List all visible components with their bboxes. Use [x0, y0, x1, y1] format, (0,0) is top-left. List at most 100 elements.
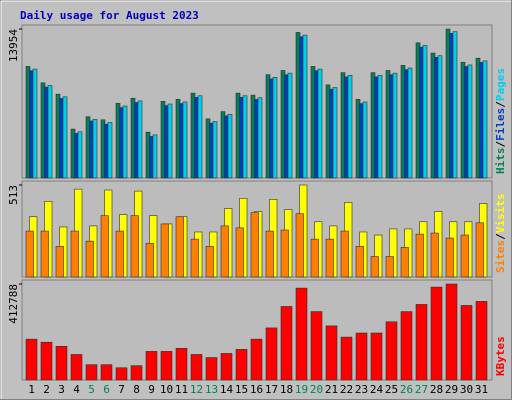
bar [25, 338, 38, 381]
x-tick-label: 17 [265, 383, 278, 396]
bar [460, 305, 473, 381]
x-tick-label: 28 [430, 383, 443, 396]
bar [325, 325, 338, 381]
bar [400, 247, 409, 278]
bar [115, 230, 124, 278]
x-tick-label: 31 [475, 383, 488, 396]
bar [355, 246, 364, 278]
bar [122, 105, 128, 179]
bar [302, 34, 308, 179]
bar [145, 351, 158, 381]
bar [145, 242, 154, 278]
x-tick-label: 10 [160, 383, 173, 396]
bar [460, 234, 469, 278]
legend-entry: Sites [494, 240, 507, 273]
bar [235, 349, 248, 381]
bar [385, 321, 398, 381]
bar [100, 364, 113, 381]
bar [227, 113, 233, 179]
bar [422, 45, 428, 179]
bar [355, 332, 368, 381]
x-tick-label: 2 [43, 383, 50, 396]
legend-entry: Pages [494, 68, 507, 101]
x-tick-label: 20 [310, 383, 323, 396]
bar [475, 222, 484, 278]
x-tick-label: 27 [415, 383, 428, 396]
bar [445, 237, 454, 278]
bar [377, 74, 383, 179]
bar [62, 96, 68, 179]
x-tick-label: 21 [325, 383, 338, 396]
x-tick-label: 16 [250, 383, 263, 396]
bar [272, 77, 278, 179]
bar [175, 216, 184, 278]
legend-entry: Hits [494, 148, 507, 175]
bar [347, 74, 353, 179]
x-tick-label: 15 [235, 383, 248, 396]
bar [340, 336, 353, 381]
chart-title: Daily usage for August 2023 [20, 9, 199, 22]
legend-separator: / [494, 101, 507, 108]
x-tick-label: 7 [118, 383, 125, 396]
bar [452, 31, 458, 179]
bar [220, 353, 233, 381]
bar [167, 103, 173, 179]
bar [280, 229, 289, 278]
legend-entry: KBytes [494, 336, 507, 376]
x-tick-label: 19 [295, 383, 308, 396]
bar [92, 119, 98, 179]
bar [415, 304, 428, 381]
bar [107, 122, 113, 179]
bar [332, 87, 338, 179]
bar [190, 238, 199, 278]
x-tick-label: 1 [28, 383, 35, 396]
bar [295, 213, 304, 278]
bar [317, 68, 323, 179]
bar [415, 233, 424, 278]
bar [287, 72, 293, 179]
bar [100, 215, 109, 278]
x-tick-label: 24 [370, 383, 384, 396]
bar [370, 256, 379, 278]
x-tick-label: 26 [400, 383, 413, 396]
x-tick-label: 18 [280, 383, 293, 396]
bar [197, 95, 203, 179]
bar [280, 306, 293, 381]
bar [160, 223, 169, 278]
bar [385, 256, 394, 278]
bar [482, 60, 488, 179]
bar [437, 55, 443, 179]
x-tick-label: 11 [175, 383, 188, 396]
bar [130, 215, 139, 278]
bar [160, 351, 173, 381]
y-tick-label: 513 [7, 185, 20, 205]
x-tick-label: 8 [133, 383, 140, 396]
bar [40, 341, 53, 381]
bar [70, 354, 83, 381]
x-tick-label: 4 [73, 383, 80, 396]
bar [85, 364, 98, 381]
bar [362, 101, 368, 179]
bar [265, 327, 278, 381]
bar [235, 227, 244, 278]
y-tick-label: 412788 [7, 284, 20, 324]
bar [392, 72, 398, 179]
bar [242, 95, 248, 179]
x-tick-label: 14 [220, 383, 234, 396]
bar [250, 338, 263, 381]
bar [475, 301, 488, 381]
bar [130, 365, 143, 381]
bar [85, 240, 94, 278]
legend-entry: Files [494, 108, 507, 141]
bar [445, 283, 458, 381]
x-tick-label: 22 [340, 383, 353, 396]
x-tick-label: 5 [88, 383, 95, 396]
bar [430, 232, 439, 278]
bar [190, 354, 203, 381]
bar [115, 367, 128, 381]
bar [257, 97, 263, 179]
bar [137, 100, 143, 179]
bar [152, 134, 158, 179]
